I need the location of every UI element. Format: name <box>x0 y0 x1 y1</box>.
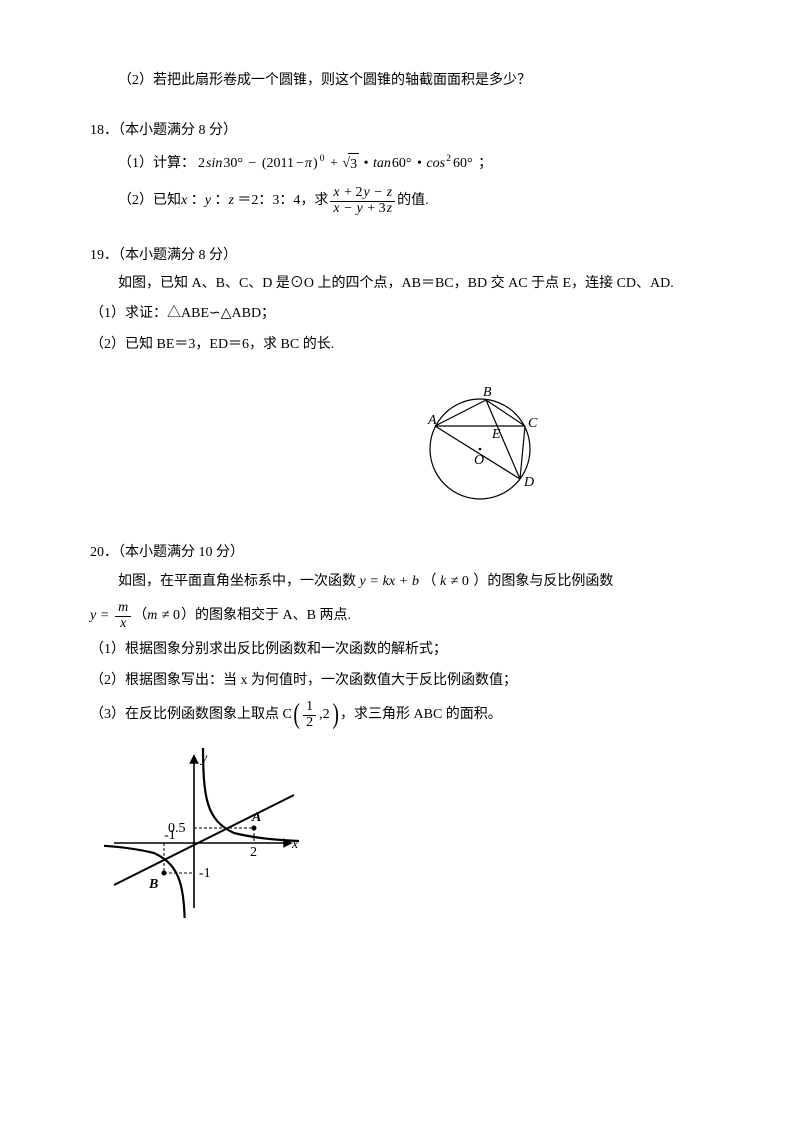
q20-block: 20．（本小题满分 10 分） 如图，在平面直角坐标系中，一次函数 y = kx… <box>90 542 710 918</box>
q18-block: 18．（本小题满分 8 分） （1）计算： 2sin30° − (2011−π)… <box>90 120 710 216</box>
q19-figure: A B C D E O <box>90 374 710 514</box>
svg-text:E: E <box>491 427 501 442</box>
q20-figure: x y A B 0.5 2 -1 <box>104 748 710 918</box>
q17-part2: （2）若把此扇形卷成一个圆锥，则这个圆锥的轴截面面积是多少？ <box>90 70 710 92</box>
svg-text:B: B <box>483 385 492 400</box>
q19-part1: （1）求证：△ABE∽△ABD； <box>90 303 710 325</box>
q19-line1: 如图，已知 A、B、C、D 是⊙O 上的四个点，AB＝BC，BD 交 AC 于点… <box>90 273 710 295</box>
q18-part1: （1）计算： 2sin30° − (2011−π)0 + √3 • tan60°… <box>118 153 710 176</box>
q18-p2-fraction: x + 2y − z x − y + 3z <box>330 186 395 216</box>
q18-header: 18．（本小题满分 8 分） <box>90 120 710 142</box>
svg-text:A: A <box>427 413 437 428</box>
svg-text:C: C <box>528 416 538 431</box>
svg-text:2: 2 <box>250 845 257 860</box>
q20-part2: （2）根据图象写出：当 x 为何值时，一次函数值大于反比例函数值； <box>90 670 710 692</box>
curve-q1 <box>203 748 299 841</box>
q20-part3: （3）在反比例函数图象上取点 C ( 12 ,2 ) ，求三角形 ABC 的面积… <box>90 700 710 730</box>
q18-p2-suffix: 的值. <box>397 190 429 212</box>
svg-text:O: O <box>474 453 484 468</box>
q20-part1: （1）根据图象分别求出反比例函数和一次函数的解析式； <box>90 639 710 661</box>
q18-p1-formula: 2sin30° − (2011−π)0 + √3 • tan60° • cos2… <box>197 153 493 176</box>
svg-text:-1: -1 <box>199 866 211 881</box>
q18-p2-prefix: （2）已知 <box>118 190 181 212</box>
line-ab <box>435 400 486 426</box>
svg-text:D: D <box>523 475 534 490</box>
q19-header: 19．（本小题满分 8 分） <box>90 245 710 267</box>
q19-part2: （2）已知 BE＝3，ED＝6，求 BC 的长. <box>90 334 710 356</box>
svg-text:B: B <box>148 877 158 892</box>
q18-part2: （2）已知 x ：y ：z ＝2：3：4，求 x + 2y − z x − y … <box>118 186 710 216</box>
svg-text:A: A <box>251 810 261 825</box>
svg-text:x: x <box>291 837 299 852</box>
q20-header: 20．（本小题满分 10 分） <box>90 542 710 564</box>
q18-p1-label: （1）计算： <box>118 153 195 175</box>
q20-line1: 如图，在平面直角坐标系中，一次函数 y = kx + b （ k ≠ 0 ）的图… <box>90 571 710 593</box>
q19-block: 19．（本小题满分 8 分） 如图，已知 A、B、C、D 是⊙O 上的四个点，A… <box>90 245 710 515</box>
q20-line2: y = mx （ m ≠ 0 ）的图象相交于 A、B 两点. <box>90 601 710 631</box>
svg-text:-1: -1 <box>164 828 176 843</box>
